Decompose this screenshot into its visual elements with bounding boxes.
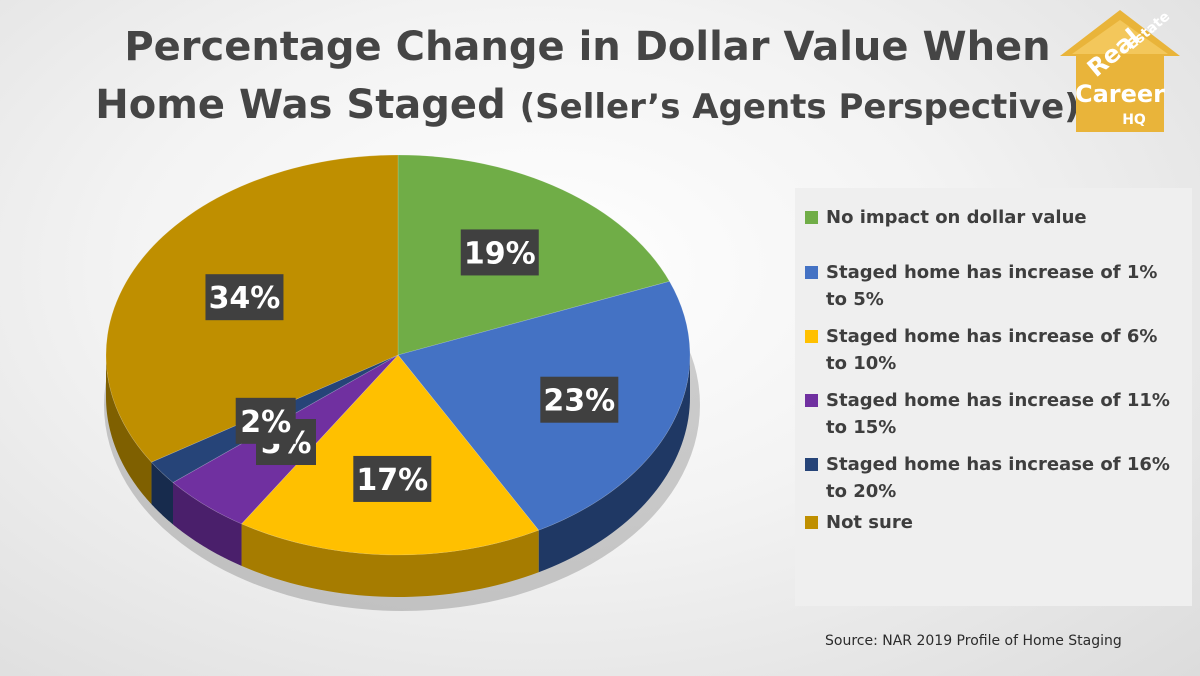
title-line-2-sub: (Seller’s Agents Perspective) — [519, 87, 1080, 127]
logo-house-shape — [1060, 10, 1180, 132]
logo-word-3: Career — [1075, 80, 1165, 108]
legend-item-increase-6-10: Staged home has increase of 6% to 10% — [805, 323, 1184, 377]
legend-swatch — [805, 211, 818, 224]
side-increase-1-5 — [538, 355, 690, 573]
legend-swatch — [805, 516, 818, 529]
data-labels: 19%23%17%5%2%34% — [205, 229, 619, 502]
side-increase-16-20 — [151, 462, 174, 525]
source-note: Source: NAR 2019 Profile of Home Staging — [825, 633, 1122, 649]
logo-roof-highlight — [1072, 20, 1168, 54]
house-logo-icon: Real Estate Career HQ — [1060, 9, 1180, 132]
legend-swatch — [805, 394, 818, 407]
data-label-increase-1-5: 23% — [543, 384, 615, 419]
pie-side-walls — [106, 355, 690, 597]
legend-item-no-impact: No impact on dollar value — [805, 204, 1184, 231]
data-label-box-no-impact — [460, 229, 539, 276]
legend-label: Staged home has increase of 16% to 20% — [826, 454, 1170, 502]
title-line-2-main: Home Was Staged — [95, 82, 520, 128]
side-increase-6-10 — [241, 523, 539, 597]
legend-label: Not sure — [826, 512, 913, 533]
data-label-box-increase-6-10 — [353, 455, 432, 502]
legend-item-increase-16-20: Staged home has increase of 16% to 20% — [805, 451, 1184, 505]
legend-label: Staged home has increase of 6% to 10% — [826, 326, 1158, 374]
legend-label: Staged home has increase of 11% to 15% — [826, 390, 1170, 438]
legend-swatch — [805, 266, 818, 279]
legend-swatch — [805, 458, 818, 471]
logo-word-4: HQ — [1122, 112, 1146, 128]
data-label-increase-6-10: 17% — [356, 463, 428, 498]
chart-title: Percentage Change in Dollar Value When H… — [0, 18, 1175, 136]
side-not-sure — [106, 355, 152, 505]
legend-swatch — [805, 330, 818, 343]
legend-item-not-sure: Not sure — [805, 509, 1184, 536]
data-label-box-not-sure — [205, 274, 284, 321]
legend-label: Staged home has increase of 1% to 5% — [826, 262, 1158, 310]
legend-item-increase-1-5: Staged home has increase of 1% to 5% — [805, 259, 1184, 313]
pie-chart: 19%23%17%5%2%34% — [104, 154, 700, 611]
slice-increase-6-10 — [241, 354, 540, 556]
data-label-box-increase-16-20 — [235, 397, 296, 444]
legend-label: No impact on dollar value — [826, 207, 1087, 228]
legend-item-increase-11-15: Staged home has increase of 11% to 15% — [805, 387, 1184, 441]
data-label-not-sure: 34% — [209, 281, 281, 316]
data-label-no-impact: 19% — [464, 236, 536, 271]
chart-legend: No impact on dollar value Staged home has… — [795, 188, 1192, 606]
pie-slices — [105, 154, 691, 556]
data-label-increase-16-20: 2% — [240, 405, 291, 440]
data-label-box-increase-1-5 — [540, 376, 619, 423]
title-line-1: Percentage Change in Dollar Value When — [124, 24, 1051, 70]
title-line-2: Home Was Staged (Seller’s Agents Perspec… — [0, 76, 1175, 136]
side-increase-11-15 — [173, 482, 242, 566]
